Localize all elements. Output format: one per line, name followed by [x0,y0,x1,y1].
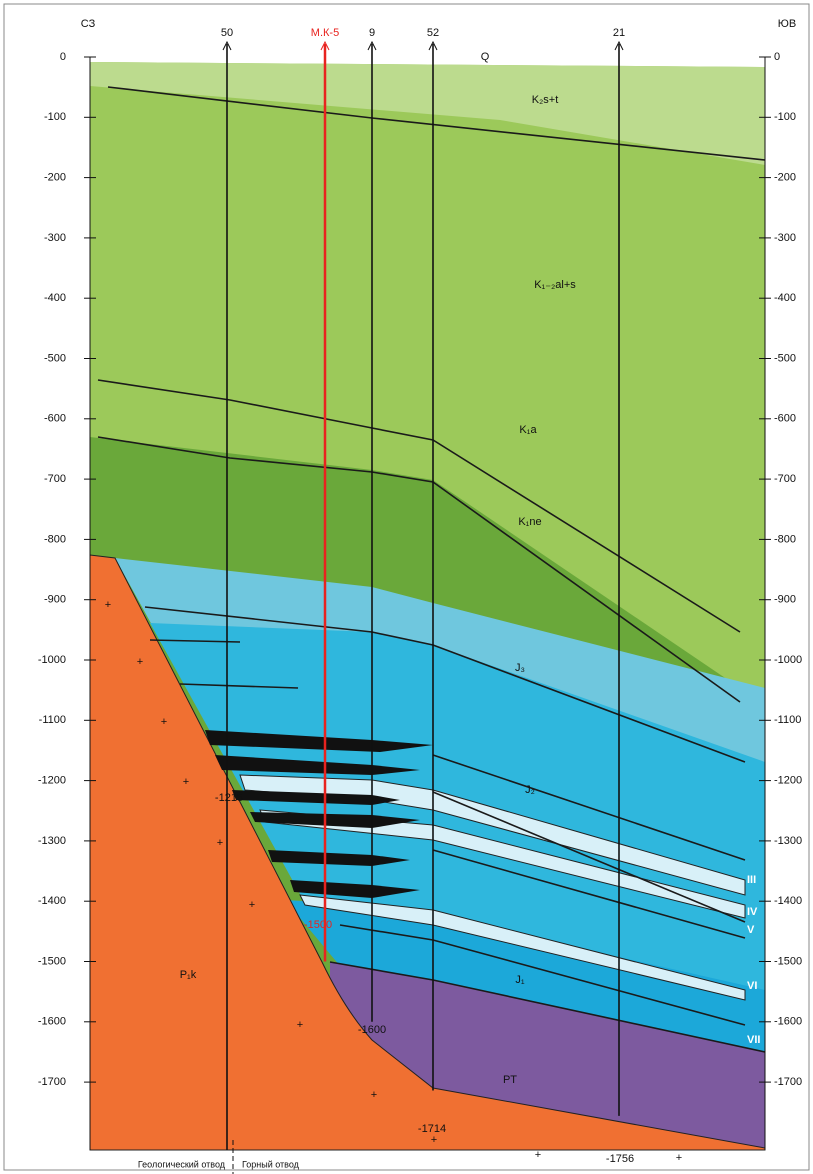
well-label: 50 [221,27,233,39]
tick-label-left: -1400 [38,895,66,907]
cross-mark: + [105,599,111,611]
corner-right: ЮВ [778,18,796,30]
tick-label-right: -600 [774,413,796,425]
tick-label-left: -1200 [38,775,66,787]
tick-label-left: -700 [44,473,66,485]
tick-label-right: -1200 [774,775,802,787]
well-depth: -1756 [606,1153,634,1165]
cross-mark: + [676,1152,682,1164]
footer-left: Геологический отвод [138,1159,226,1169]
well-depth: -1500 [304,919,332,931]
tick-label-right: -700 [774,473,796,485]
tick-label-left: -1600 [38,1016,66,1028]
well-label: 21 [613,27,625,39]
layer-label: Q [481,51,490,63]
tick-label-right: -300 [774,232,796,244]
cross-mark: + [535,1149,541,1161]
layer-label: PT [503,1074,517,1086]
cross-mark: + [249,899,255,911]
tick-label-left: -400 [44,292,66,304]
well-label: 9 [369,27,375,39]
tick-label-left: -1500 [38,955,66,967]
cross-mark: + [217,837,223,849]
tick-label-right: -500 [774,352,796,364]
cross-section: СЗ ЮВ Геологический отвод Горный отвод 0… [0,0,813,1174]
horizon-label: V [747,924,755,936]
cross-mark: + [431,1134,437,1146]
tick-label-left: -200 [44,172,66,184]
layer-label: J₁ [515,974,525,986]
well-label: 52 [427,27,439,39]
tick-label-left: -500 [44,352,66,364]
horizon-label: IV [747,906,758,918]
tick-label-right: -1500 [774,955,802,967]
horizon-label: III [747,874,756,886]
tick-label-right: -1300 [774,835,802,847]
tick-label-left: -1300 [38,835,66,847]
tick-label-left: -1000 [38,654,66,666]
layer-label: K₁ne [518,516,541,528]
layer-label: J₂ [525,784,535,796]
tick-label-left: -900 [44,594,66,606]
layer-label: K₂s+t [532,94,559,106]
layer-label: P₁k [180,969,197,981]
tick-label-right: -1400 [774,895,802,907]
tick-label-right: -200 [774,172,796,184]
tick-label-left: -1700 [38,1076,66,1088]
tick-label-right: 0 [774,51,780,63]
tick-label-right: -1600 [774,1016,802,1028]
tick-label-left: -800 [44,533,66,545]
tick-label-right: -1100 [774,714,801,726]
tick-label-right: -1000 [774,654,802,666]
tick-label-right: -1700 [774,1076,802,1088]
cross-mark: + [183,776,189,788]
tick-label-left: -600 [44,413,66,425]
layer-label: J₃ [515,662,525,674]
well-label: М.К-5 [311,27,339,39]
tick-label-left: -300 [44,232,66,244]
tick-label-left: 0 [60,51,66,63]
tick-label-right: -900 [774,594,796,606]
tick-label-right: -800 [774,533,796,545]
horizon-label: VI [747,980,757,992]
cross-mark: + [137,656,143,668]
layer-label: K₁₋₂al+s [534,279,576,291]
tick-label-left: -100 [44,111,66,123]
well-depth: -1215 [215,792,243,804]
horizon-label: VII [747,1034,760,1046]
tick-label-right: -100 [774,111,796,123]
corner-left: СЗ [81,18,96,30]
tick-label-left: -1100 [39,714,66,726]
layer-label: K₁a [519,424,537,436]
footer-right: Горный отвод [242,1159,300,1169]
cross-mark: + [161,716,167,728]
cross-mark: + [297,1019,303,1031]
geology [90,62,765,1150]
tick-label-right: -400 [774,292,796,304]
cross-mark: + [371,1089,377,1101]
well-depth: -1600 [358,1024,386,1036]
